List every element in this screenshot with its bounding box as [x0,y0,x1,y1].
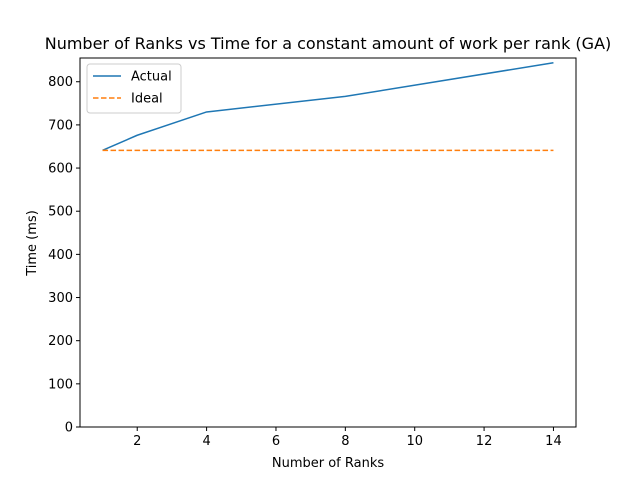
x-tick-label: 6 [272,434,280,449]
y-tick-label: 400 [48,248,73,263]
y-tick-label: 0 [65,421,73,436]
chart-title: Number of Ranks vs Time for a constant a… [45,34,612,53]
x-tick-label: 12 [476,434,493,449]
legend-label-ideal: Ideal [131,92,163,107]
y-tick-label: 100 [48,377,73,392]
plot-area [79,57,577,428]
y-tick-label: 800 [48,75,73,90]
x-tick-label: 10 [406,434,423,449]
x-tick-label: 2 [133,434,141,449]
legend-label-actual: Actual [131,70,172,85]
y-tick-label: 300 [48,291,73,306]
x-tick-label: 8 [341,434,349,449]
y-tick-label: 200 [48,334,73,349]
legend: Actual Ideal [86,63,182,114]
y-tick-label: 700 [48,118,73,133]
y-axis-label: Time (ms) [25,210,40,277]
x-axis: 2 4 6 8 10 12 14 [133,427,562,449]
x-axis-label: Number of Ranks [272,456,384,471]
x-tick-label: 4 [202,434,210,449]
y-tick-label: 500 [48,205,73,220]
series-layer [102,62,554,152]
y-tick-label: 600 [48,162,73,177]
x-tick-label: 14 [545,434,562,449]
plot-frame [79,57,577,428]
series-line-actual [102,62,554,152]
y-axis: 0 100 200 300 400 500 600 700 800 [48,75,80,436]
